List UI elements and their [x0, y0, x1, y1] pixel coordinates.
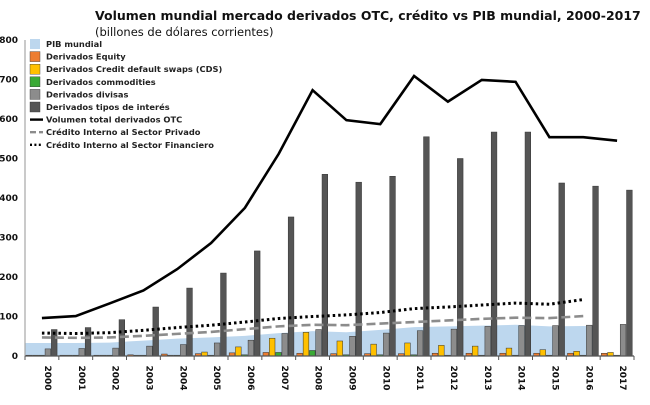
legend-label: PIB mundial [46, 39, 102, 49]
bar-derivados-tipos-de-inter-s-2006 [254, 250, 261, 357]
y-tick-label: 0 [12, 352, 18, 362]
bar-derivados-divisas-2014 [518, 325, 525, 357]
bar-derivados-divisas-2008 [315, 329, 322, 357]
bar-derivados-tipos-de-inter-s-2008 [321, 174, 328, 357]
legend-label: Derivados commodities [46, 77, 156, 87]
bar-derivados-tipos-de-inter-s-2015 [558, 182, 565, 357]
bar-derivados-divisas-2001 [78, 348, 85, 357]
x-tick-label: 2005 [211, 365, 221, 390]
bar-derivados-credit-default-swaps-cds--2008 [302, 332, 310, 357]
legend-marker-2 [29, 63, 41, 75]
bar-derivados-divisas-2005 [213, 342, 221, 357]
plot-area: 0 100 200 300 400 500 600 700 800 2000 2001 2002 200… [0, 36, 635, 391]
y-tick-label: 100 [0, 313, 18, 323]
x-tick-label: 2001 [76, 365, 86, 390]
y-tick-label: 700 [0, 76, 18, 86]
bar-derivados-credit-default-swaps-cds--2015 [539, 349, 546, 357]
legend-label: Volumen total derivados OTC [46, 115, 182, 125]
bar-derivados-divisas-2015 [552, 325, 559, 357]
x-tick-label: 2014 [516, 365, 526, 390]
line-cr-dito-interno-al-sector-financiero [41, 298, 584, 335]
bar-derivados-tipos-de-inter-s-2003 [152, 306, 159, 357]
bar-derivados-credit-default-swaps-cds--2012 [438, 345, 445, 357]
x-tick-label: 2000 [42, 365, 52, 390]
bar-derivados-divisas-2002 [112, 347, 119, 357]
bar-derivados-divisas-2000 [44, 348, 52, 357]
legend-label: Crédito Interno al Sector Privado [46, 127, 201, 137]
x-tick-label: 2006 [245, 365, 255, 390]
x-tick-label: 2015 [549, 365, 559, 390]
legend-marker-0 [30, 39, 40, 49]
y-tick-label: 300 [0, 234, 18, 244]
bar-derivados-tipos-de-inter-s-2016 [592, 185, 599, 357]
legend-label: Crédito Interno al Sector Financiero [46, 140, 214, 150]
x-tick-label: 2007 [279, 365, 289, 390]
y-tick-label: 600 [0, 115, 18, 125]
bar-derivados-credit-default-swaps-cds--2011 [404, 342, 411, 357]
bar-derivados-divisas-2013 [484, 326, 491, 357]
x-tick-label: 2017 [617, 365, 627, 390]
bar-derivados-divisas-2011 [416, 330, 424, 357]
x-tick-label: 2010 [380, 365, 390, 390]
y-tick-label: 500 [0, 155, 18, 165]
bar-derivados-divisas-2016 [586, 324, 593, 357]
bar-derivados-tipos-de-inter-s-2014 [524, 131, 531, 357]
chart-title: Volumen mundial mercado derivados OTC, c… [95, 8, 641, 23]
bar-derivados-divisas-2004 [180, 344, 187, 357]
legend: PIB mundial Derivados Equity Derivados Cre… [29, 39, 222, 150]
x-tick-label: 2002 [110, 365, 120, 390]
legend-label: Derivados Credit default swaps (CDS) [46, 64, 222, 74]
x-tick-label: 2003 [143, 365, 153, 390]
legend-marker-4 [29, 89, 41, 100]
bar-derivados-tipos-de-inter-s-2012 [457, 158, 464, 357]
bar-derivados-tipos-de-inter-s-2011 [423, 136, 430, 357]
bar-derivados-tipos-de-inter-s-2007 [287, 216, 295, 357]
bar-derivados-tipos-de-inter-s-2013 [490, 131, 498, 357]
bar-derivados-credit-default-swaps-cds--2009 [336, 340, 343, 357]
bar-derivados-credit-default-swaps-cds--2016 [573, 351, 580, 357]
x-tick-label: 2009 [346, 365, 356, 390]
bar-derivados-credit-default-swaps-cds--2007 [269, 337, 276, 357]
bar-derivados-divisas-2006 [247, 339, 255, 357]
bar-derivados-divisas-2010 [383, 332, 390, 357]
bar-derivados-credit-default-swaps-cds--2013 [472, 345, 479, 357]
legend-label: Derivados tipos de interés [46, 102, 170, 112]
legend-marker-5 [29, 101, 41, 113]
bar-derivados-credit-default-swaps-cds--2006 [235, 346, 242, 357]
y-tick-label: 200 [0, 273, 18, 283]
bar-derivados-divisas-2009 [349, 336, 356, 357]
legend-marker-3 [29, 76, 41, 88]
bar-derivados-tipos-de-inter-s-2017 [626, 189, 633, 357]
x-tick-label: 2004 [177, 365, 187, 390]
bar-derivados-credit-default-swaps-cds--2014 [505, 347, 513, 357]
bar-derivados-tipos-de-inter-s-2005 [220, 272, 227, 357]
bar-derivados-divisas-2012 [450, 328, 458, 357]
x-tick-label: 2013 [482, 365, 492, 390]
x-tick-label: 2008 [313, 365, 323, 390]
bar-derivados-divisas-2007 [281, 333, 288, 357]
bar-derivados-tipos-de-inter-s-2009 [355, 181, 362, 357]
bar-derivados-divisas-2003 [146, 345, 153, 357]
y-tick-label: 400 [0, 194, 18, 204]
x-tick-label: 2012 [448, 365, 458, 390]
chart-subtitle: (billones de dólares corrientes) [95, 25, 273, 39]
bar-derivados-tipos-de-inter-s-2004 [186, 287, 193, 357]
y-tick-label: 800 [0, 36, 18, 46]
bar-derivados-credit-default-swaps-cds--2010 [370, 343, 377, 357]
x-tick-label: 2016 [583, 365, 593, 390]
x-tick-label: 2011 [414, 365, 424, 390]
bar-derivados-commodities-2008 [309, 350, 316, 357]
legend-marker-1 [29, 51, 41, 62]
legend-label: Derivados divisas [46, 89, 128, 99]
legend-label: Derivados Equity [46, 52, 126, 62]
line-volumen-total-derivados-otc [41, 74, 618, 320]
bar-derivados-divisas-2017 [619, 324, 627, 357]
bar-derivados-tipos-de-inter-s-2010 [389, 176, 396, 357]
